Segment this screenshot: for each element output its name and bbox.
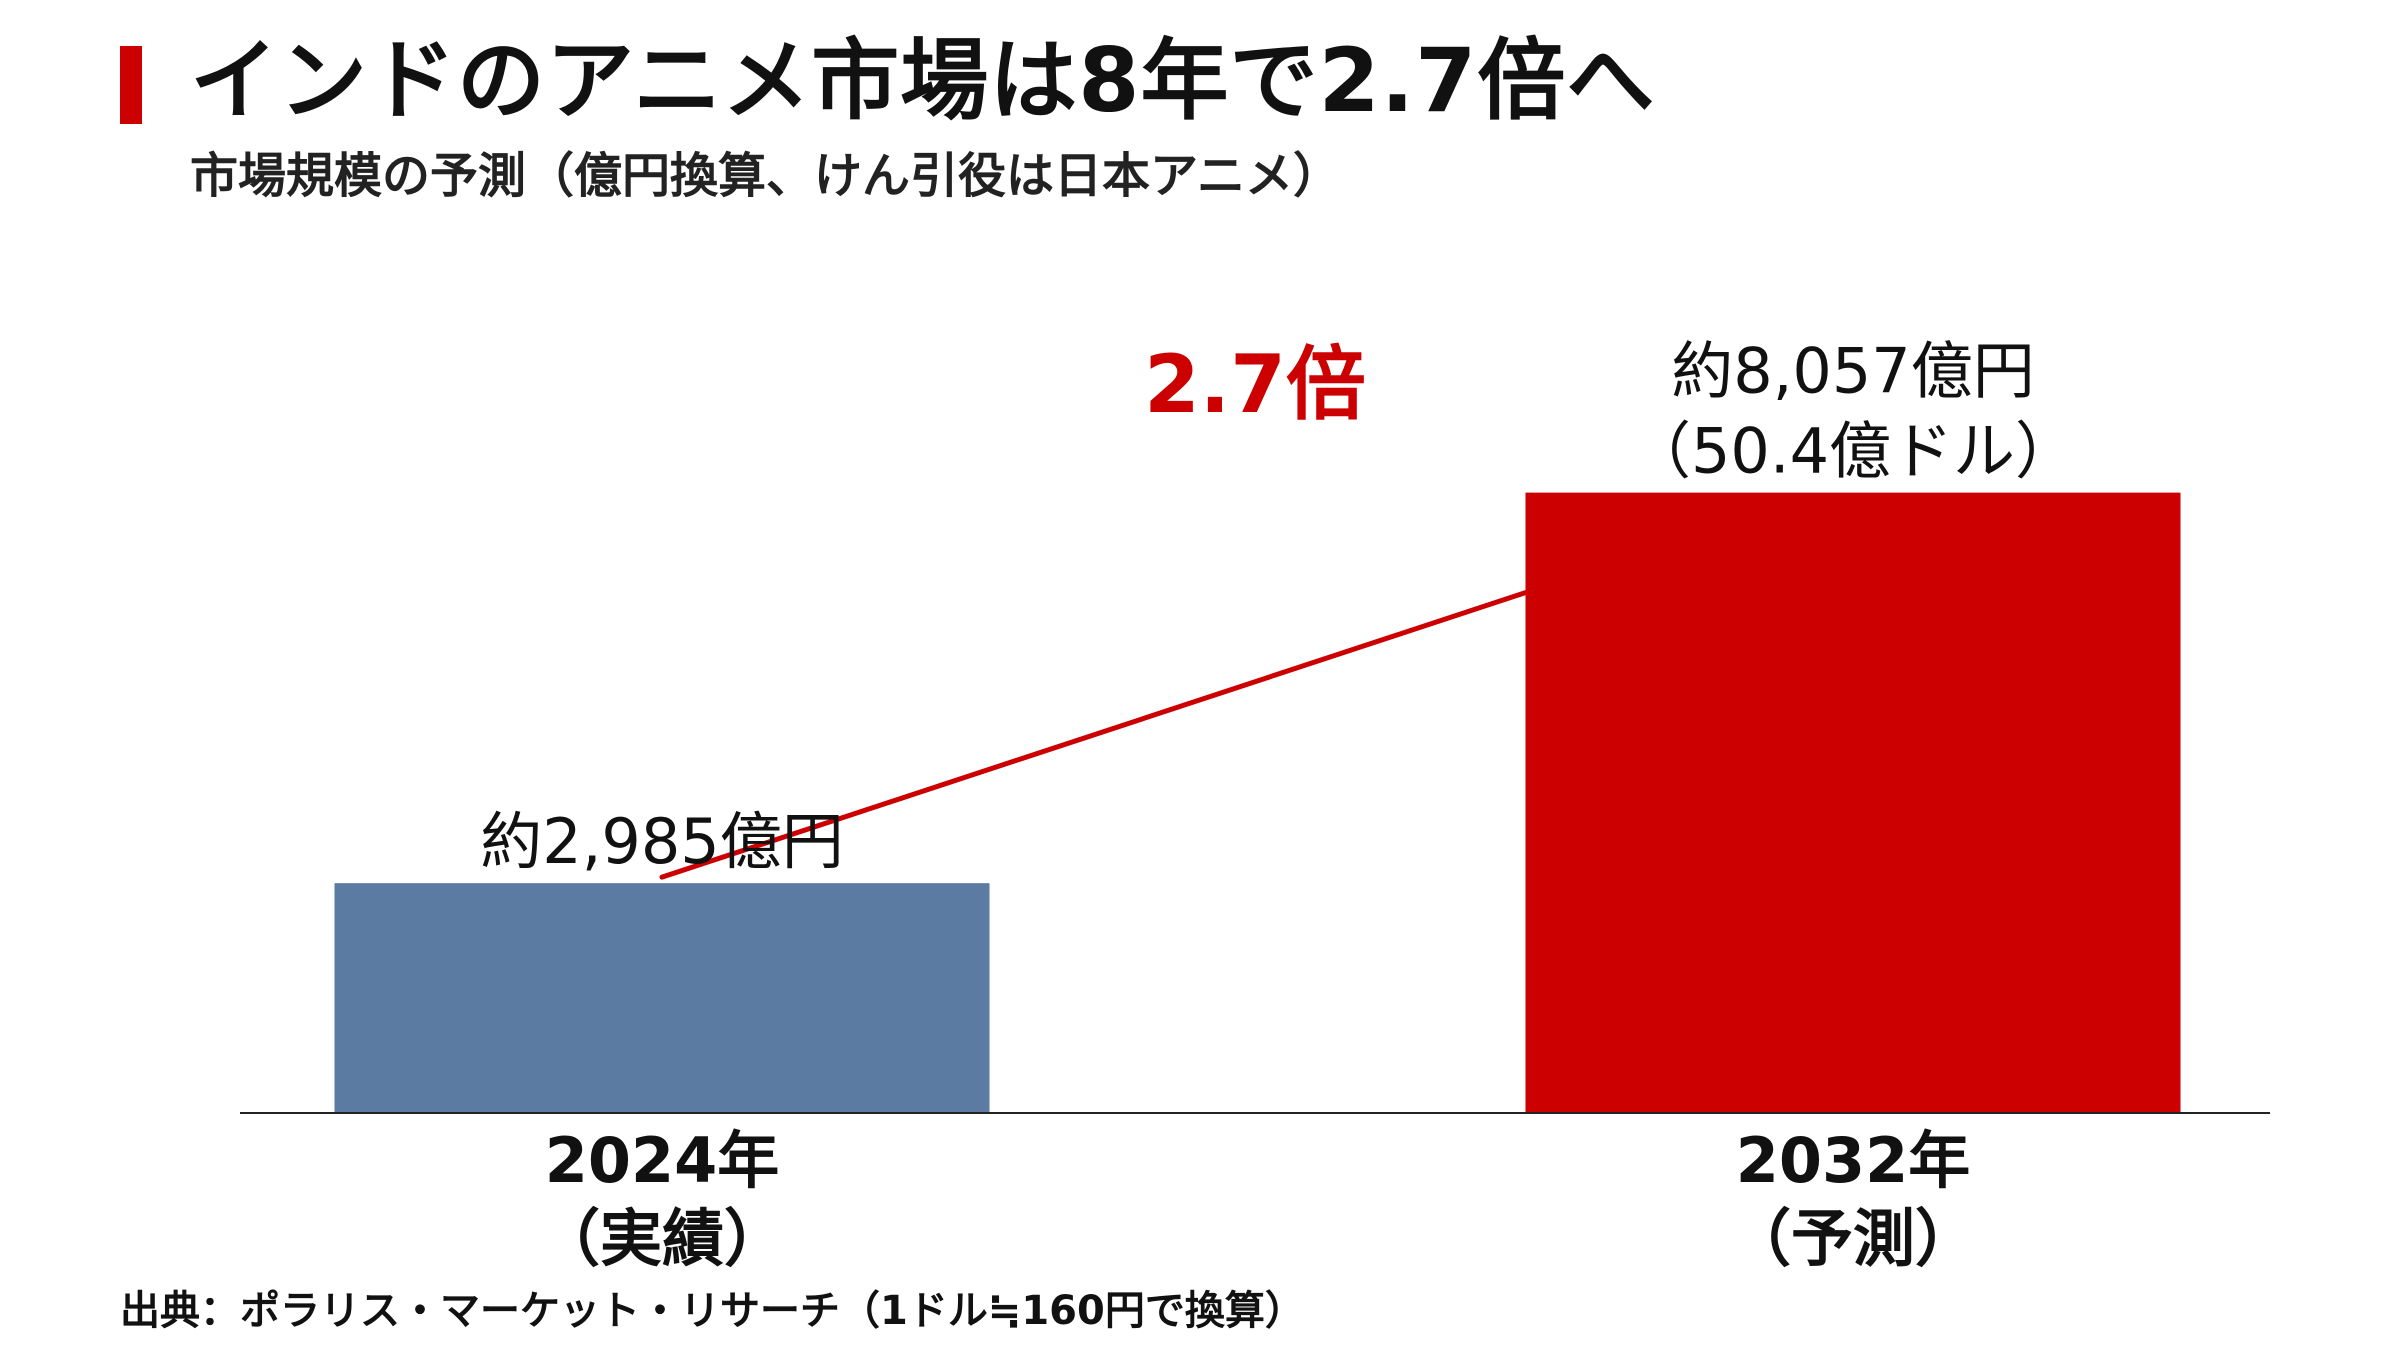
labels-group: 約2,985億円 約8,057億円（50.4億ドル） 2.7倍 2024年（実績） 20…: [480, 335, 2077, 1275]
category-sublabel: （実績）: [538, 1202, 786, 1275]
bars-group: [240, 492, 2270, 1114]
bar-actual: [334, 883, 990, 1113]
growth-line: [659, 590, 1528, 880]
page-subtitle: 市場規模の予測（億円換算、けん引役は日本アニメ）: [190, 148, 1342, 204]
bar-forecast: [1525, 492, 2181, 1114]
growth-annotation: 2.7倍: [1144, 338, 1366, 431]
category-label: 2024年: [545, 1124, 780, 1197]
category-label: 2032年: [1736, 1124, 1971, 1197]
title-accent-bar: [120, 46, 142, 124]
data-label: （50.4億ドル）: [1629, 415, 2077, 488]
source-note: 出典：ポラリス・マーケット・リサーチ（1ドル≒160円で換算）: [120, 1288, 1305, 1334]
data-label: 約2,985億円: [480, 805, 844, 878]
page-title: インドのアニメ市場は8年で2.7倍へ: [190, 29, 1656, 132]
data-label: 約8,057億円: [1671, 335, 2035, 408]
category-sublabel: （予測）: [1729, 1202, 1977, 1275]
